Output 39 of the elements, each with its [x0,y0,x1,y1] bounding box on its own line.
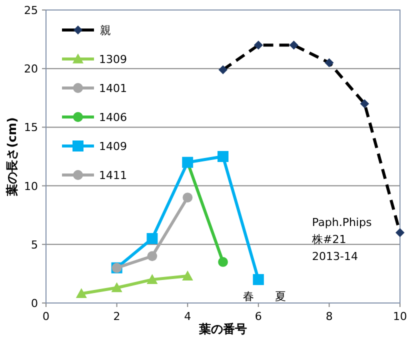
point [396,228,404,238]
y-tick-label: 25 [24,4,38,17]
legend-label: 1406 [99,111,127,124]
legend-label: 1409 [99,140,127,153]
y-tick-label: 5 [31,238,38,252]
x-tick-label: 2 [113,310,120,323]
annotation: 夏 [275,290,286,303]
legend-label: 1309 [99,53,127,66]
x-tick-label: 10 [393,310,407,323]
point [182,270,194,280]
point [289,40,298,50]
legend-label: 1401 [99,82,127,95]
x-tick-label: 0 [42,310,50,323]
legend-label: 親 [100,24,111,37]
point [324,58,334,68]
point [218,151,228,162]
y-tick-label: 15 [24,121,38,134]
y-axis-title: 葉の長さ(cm) [5,117,19,197]
point [76,288,87,298]
point [252,274,264,286]
point [218,65,228,74]
point [254,40,263,50]
point [218,257,228,267]
annotation: 春 [243,290,254,303]
x-tick-label: 6 [254,310,262,323]
x-tick-label: 8 [326,310,333,323]
y-tick-label: 10 [24,180,38,193]
point [111,282,122,292]
point [182,192,193,202]
x-axis-title: 葉の番号 [198,322,247,336]
point [360,99,370,108]
point [147,251,158,262]
annotation: Paph.Phips 株#21 2013-14 [311,216,372,263]
point [146,274,158,284]
y-tick-label: 0 [31,297,38,310]
y-tick-label: 20 [24,62,38,76]
point [146,233,158,244]
legend-label: 1411 [99,169,127,182]
x-tick-label: 4 [184,310,192,323]
